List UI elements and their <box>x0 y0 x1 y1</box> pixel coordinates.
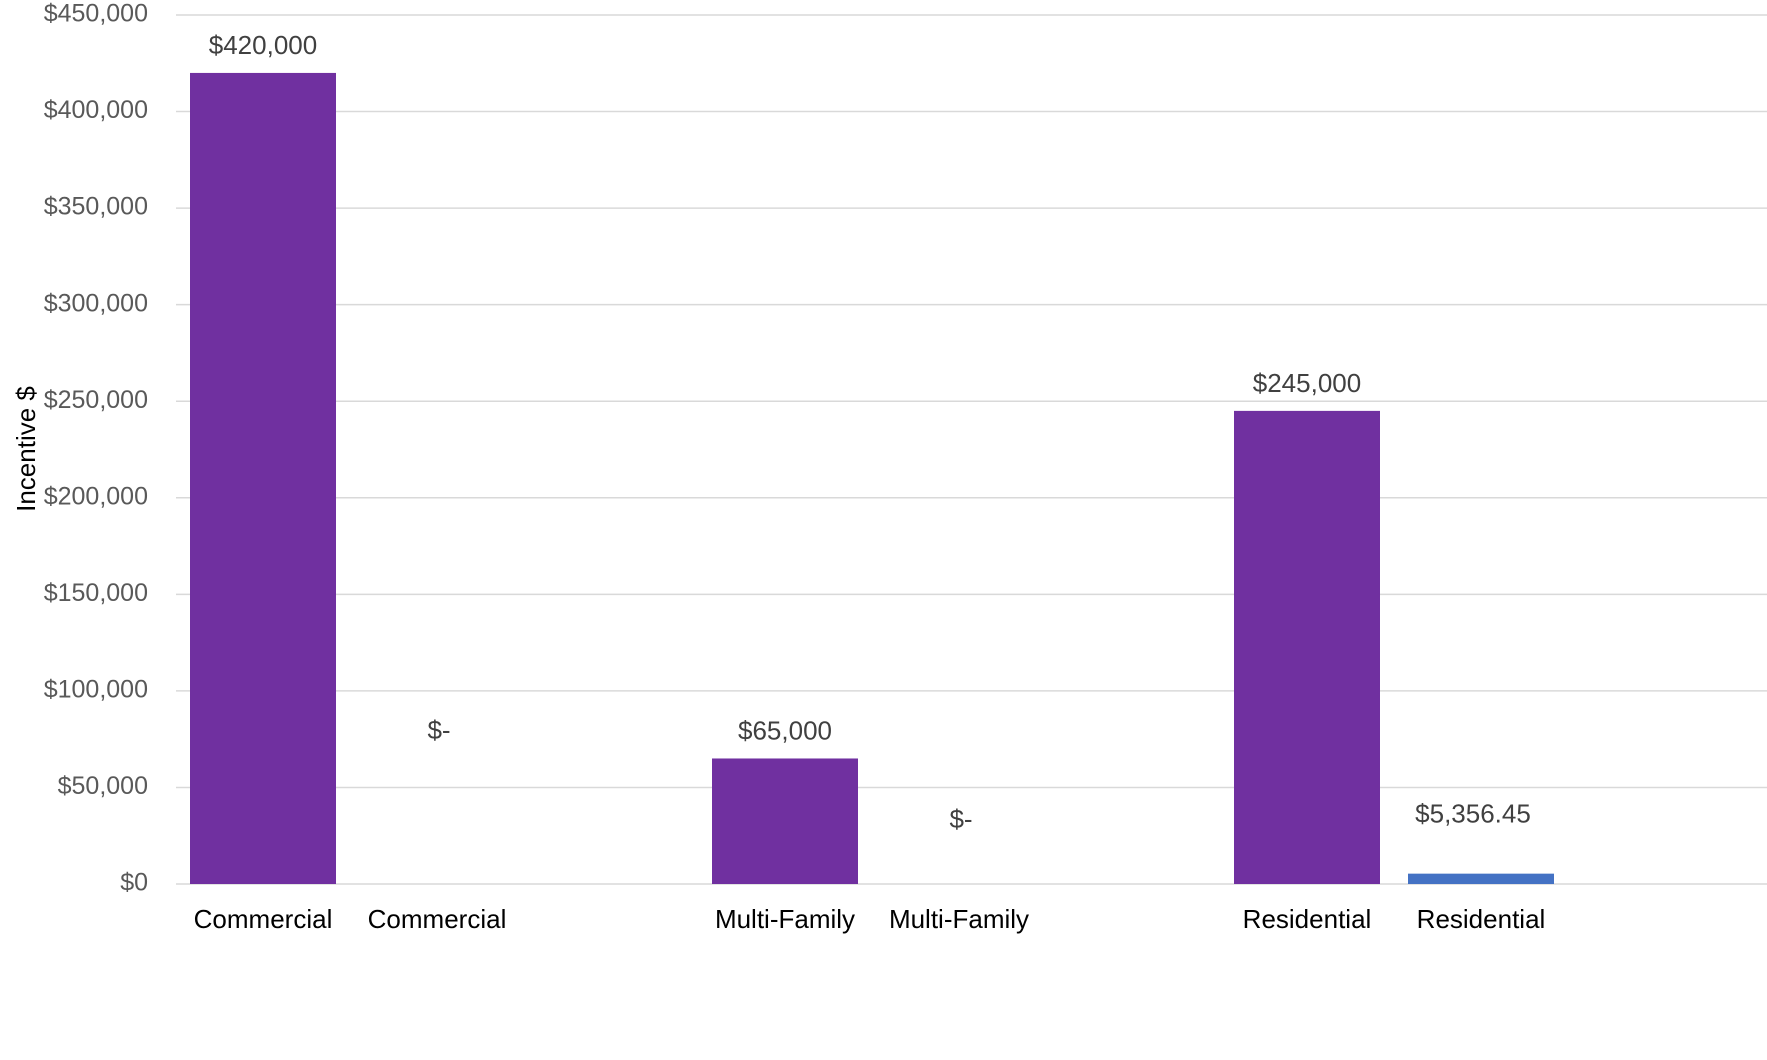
gridlines <box>176 14 1767 885</box>
data-labels: $420,000 $- $65,000 $- $245,000 $5,356.45 <box>209 30 1531 834</box>
y-tick-label: $300,000 <box>44 289 148 317</box>
x-category-label: Residential <box>1243 904 1372 934</box>
x-category-label: Residential <box>1417 904 1546 934</box>
y-axis-ticks: $0 $50,000 $100,000 $150,000 $200,000 $250,00… <box>44 0 148 897</box>
data-label: $245,000 <box>1253 368 1361 398</box>
bar-multi-family-1 <box>712 758 858 884</box>
x-category-label: Multi-Family <box>715 904 855 934</box>
y-tick-label: $150,000 <box>44 579 148 607</box>
y-tick-label: $200,000 <box>44 482 148 510</box>
data-label: $- <box>949 804 972 834</box>
data-label: $- <box>427 715 450 745</box>
y-tick-label: $0 <box>120 869 148 897</box>
x-category-label: Multi-Family <box>889 904 1029 934</box>
bar-residential-1 <box>1234 410 1380 884</box>
x-category-label: Commercial <box>194 904 333 934</box>
y-axis-title: Incentive $ <box>11 386 41 512</box>
bar-residential-2 <box>1408 873 1554 884</box>
y-tick-label: $50,000 <box>58 772 148 800</box>
x-category-label: Commercial <box>368 904 507 934</box>
y-tick-label: $100,000 <box>44 675 148 703</box>
y-tick-label: $400,000 <box>44 96 148 124</box>
y-tick-label: $450,000 <box>44 0 148 28</box>
bar-commercial-1 <box>190 72 336 884</box>
data-label: $65,000 <box>738 715 832 745</box>
y-tick-label: $350,000 <box>44 193 148 221</box>
data-label: $420,000 <box>209 30 317 60</box>
data-label: $5,356.45 <box>1415 799 1531 829</box>
y-tick-label: $250,000 <box>44 386 148 414</box>
x-axis-categories: Commercial Commercial Multi-Family Multi-Fa… <box>194 904 1546 934</box>
bars <box>190 72 1554 884</box>
